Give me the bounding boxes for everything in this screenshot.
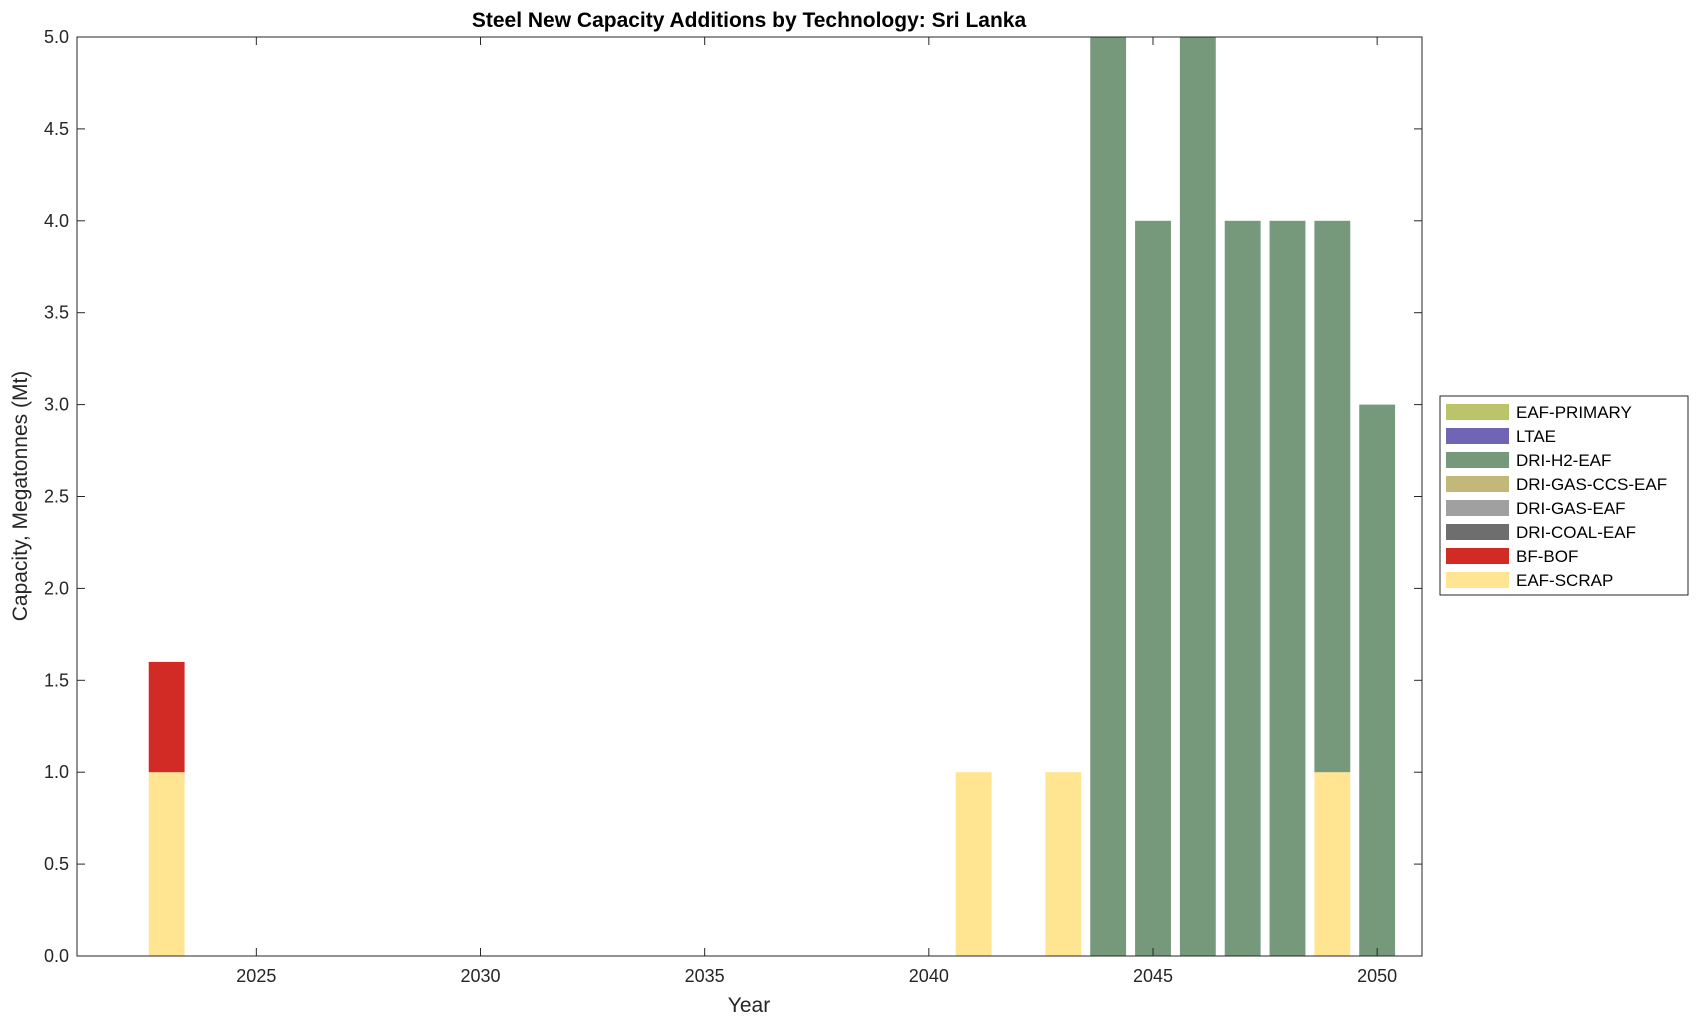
y-tick-label: 1.5 [44,670,69,690]
legend-label-eaf-scrap: EAF-SCRAP [1516,571,1613,590]
x-tick-label: 2045 [1133,966,1173,986]
legend-swatch-dri-gas-eaf [1446,500,1509,516]
x-tick-label: 2030 [460,966,500,986]
legend-swatch-eaf-scrap [1446,572,1509,588]
y-tick-label: 4.5 [44,119,69,139]
bar-dri-h2-eaf-2050 [1359,404,1396,956]
bar-eaf-scrap-2041 [955,772,992,956]
legend-label-dri-gas-eaf: DRI-GAS-EAF [1516,499,1626,518]
legend-swatch-dri-h2-eaf [1446,452,1509,468]
ticks-layer: 2025 2030 2035 2040 2045 2050 0.0 0.5 1.0 1.5 2.0 2… [44,27,1422,986]
legend-swatch-ltae [1446,428,1509,444]
y-tick-label: 0.0 [44,946,69,966]
bar-eaf-scrap-2049 [1314,772,1351,956]
legend-swatch-dri-coal-eaf [1446,524,1509,540]
legend-swatch-dri-gas-ccs-eaf [1446,476,1509,492]
bar-dri-h2-eaf-2047 [1224,220,1261,956]
chart-title: Steel New Capacity Additions by Technolo… [472,9,1027,32]
bar-dri-h2-eaf-2046 [1179,37,1216,956]
x-tick-label: 2025 [236,966,276,986]
legend-label-eaf-primary: EAF-PRIMARY [1516,403,1632,422]
x-tick-label: 2040 [909,966,949,986]
bar-bf-bof-2023 [148,661,185,773]
y-tick-label: 1.0 [44,762,69,782]
legend-label-dri-gas-ccs-eaf: DRI-GAS-CCS-EAF [1516,475,1667,494]
y-tick-label: 3.0 [44,395,69,415]
legend: EAF-PRIMARY LTAE DRI-H2-EAF DRI-GAS-CCS-EAF… [1439,395,1689,596]
legend-label-ltae: LTAE [1516,427,1556,446]
x-axis-label: Year [728,994,770,1017]
legend-swatch-bf-bof [1446,548,1509,564]
legend-label-dri-h2-eaf: DRI-H2-EAF [1516,451,1611,470]
bar-dri-h2-eaf-2044 [1090,37,1127,956]
plot-frame [76,36,1423,957]
y-tick-label: 2.5 [44,487,69,507]
bar-eaf-scrap-2023 [148,772,185,956]
legend-swatch-eaf-primary [1446,404,1509,420]
plot-area [77,37,1422,956]
legend-label-bf-bof: BF-BOF [1516,547,1578,566]
x-tick-label: 2050 [1357,966,1397,986]
legend-label-dri-coal-eaf: DRI-COAL-EAF [1516,523,1636,542]
y-tick-label: 3.5 [44,303,69,323]
y-tick-label: 4.0 [44,211,69,231]
bar-dri-h2-eaf-2048 [1269,220,1306,956]
bar-eaf-scrap-2043 [1045,772,1082,956]
y-tick-label: 0.5 [44,854,69,874]
bar-dri-h2-eaf-2045 [1135,220,1171,956]
y-tick-label: 5.0 [44,27,69,47]
y-tick-label: 2.0 [44,578,69,598]
bars-layer [148,37,1396,956]
x-tick-label: 2035 [685,966,725,986]
y-axis-label: Capacity, Megatonnes (Mt) [9,371,32,622]
bar-dri-h2-eaf-2049 [1314,220,1351,773]
